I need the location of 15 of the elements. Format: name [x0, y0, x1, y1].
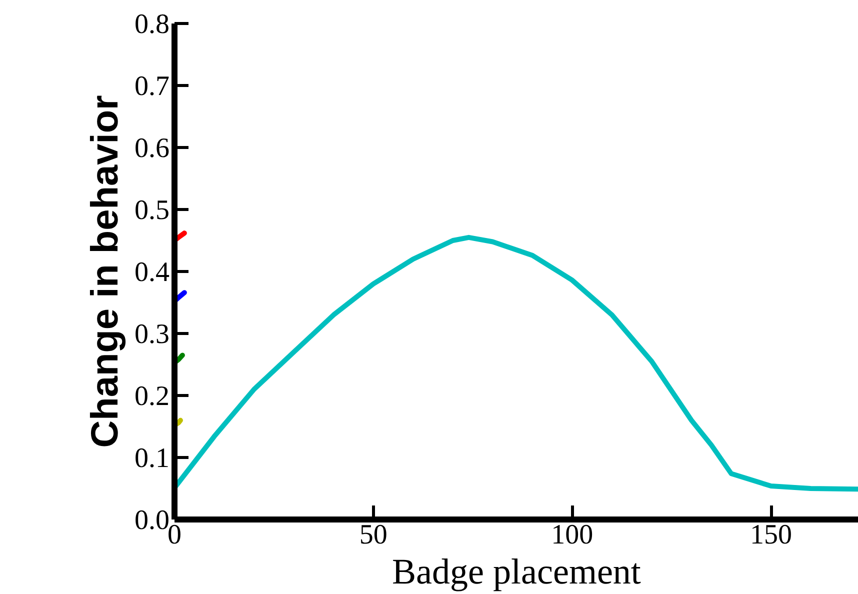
y-tick-label: 0.2	[134, 381, 170, 412]
x-axis-title: Badge placement	[392, 552, 641, 592]
x-tick-label: 100	[551, 520, 594, 550]
x-tick-label: 150	[750, 520, 792, 550]
y-tick-label: 0.3	[134, 319, 170, 350]
y-axis-title: Change in behavior	[84, 94, 126, 448]
y-tick-label: 0.4	[134, 257, 170, 288]
y-tick-label: 0.0	[134, 505, 170, 536]
y-tick-label: 0.8	[134, 9, 170, 40]
y-tick-label: 0.5	[134, 195, 170, 226]
y-tick-label: 0.7	[134, 71, 170, 102]
y-tick-label: 0.1	[134, 443, 170, 474]
x-tick-label: 0	[168, 520, 182, 550]
y-tick-label: 0.6	[134, 133, 170, 164]
x-tick-label: 50	[359, 520, 388, 550]
